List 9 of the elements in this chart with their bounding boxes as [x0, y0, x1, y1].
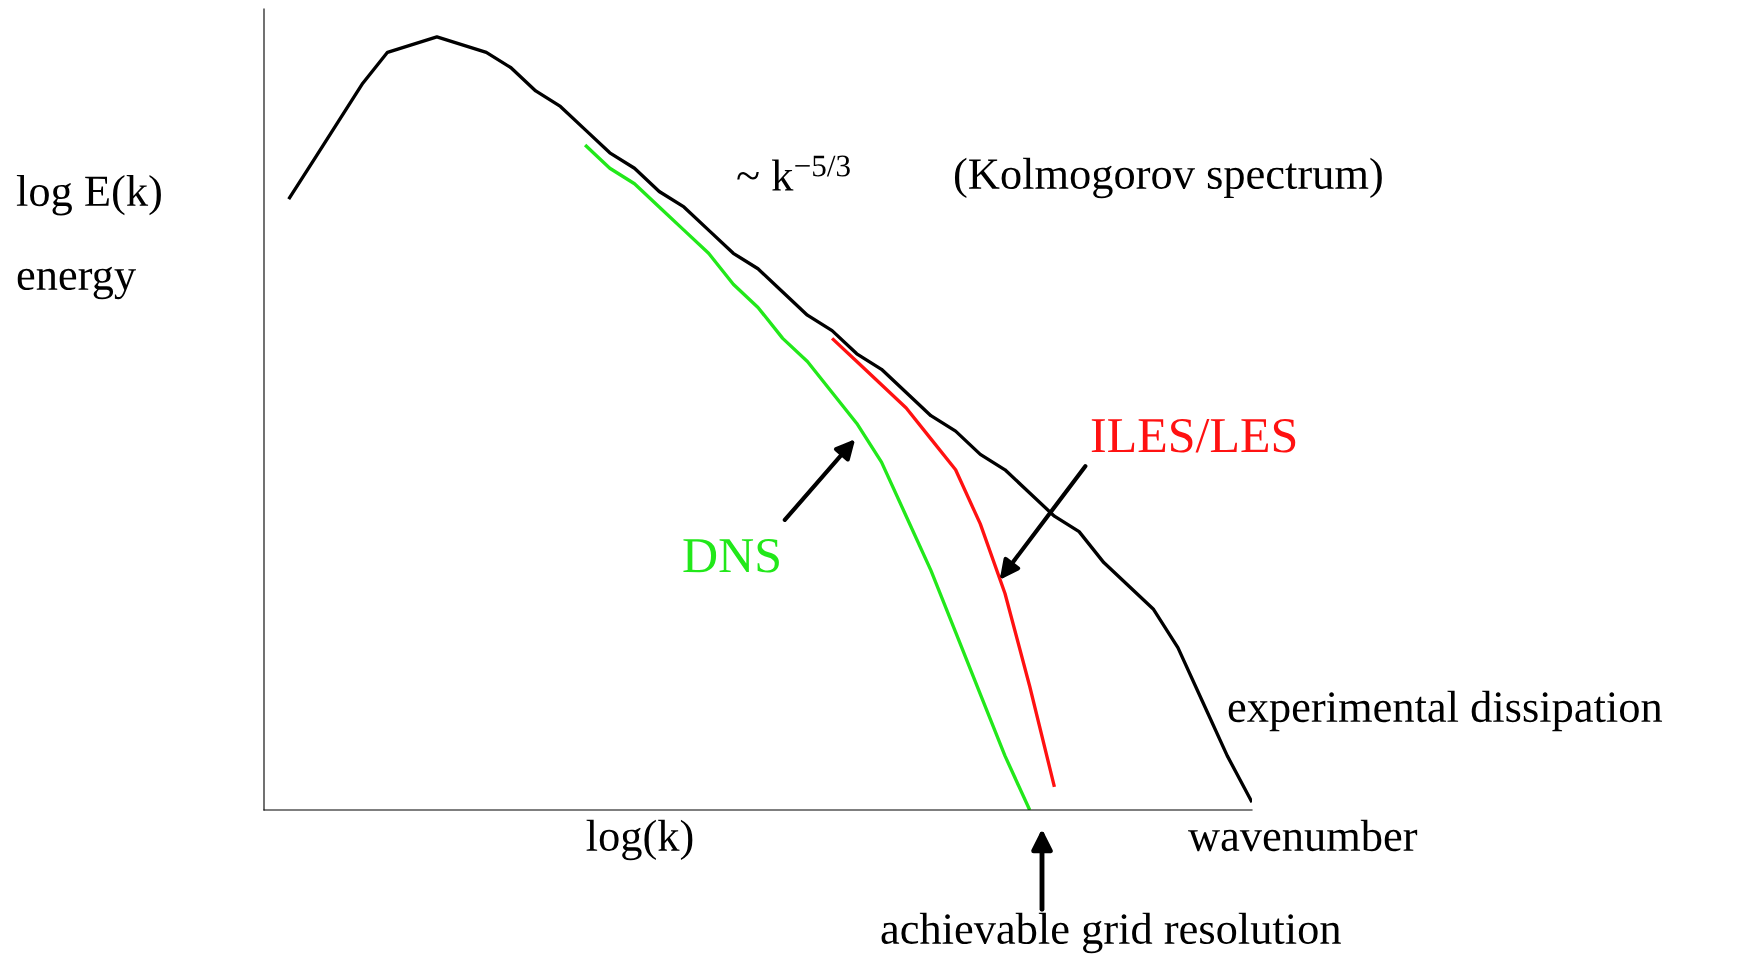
text: achievable grid resolution — [881, 912, 1341, 954]
annotation: (Kolmogorov spectrum) — [954, 157, 1382, 199]
text: wavenumber — [1188, 819, 1418, 852]
annotation: ~ k$^{−5/3}$ — [737, 155, 850, 191]
x-axis-title: log(k) — [586, 819, 693, 861]
annotation: experimental dissipation — [1228, 690, 1663, 732]
text: ILES/LES — [1091, 418, 1296, 453]
text: DNS — [683, 538, 779, 573]
y-axis-title: log E(k) energy — [16, 175, 161, 300]
